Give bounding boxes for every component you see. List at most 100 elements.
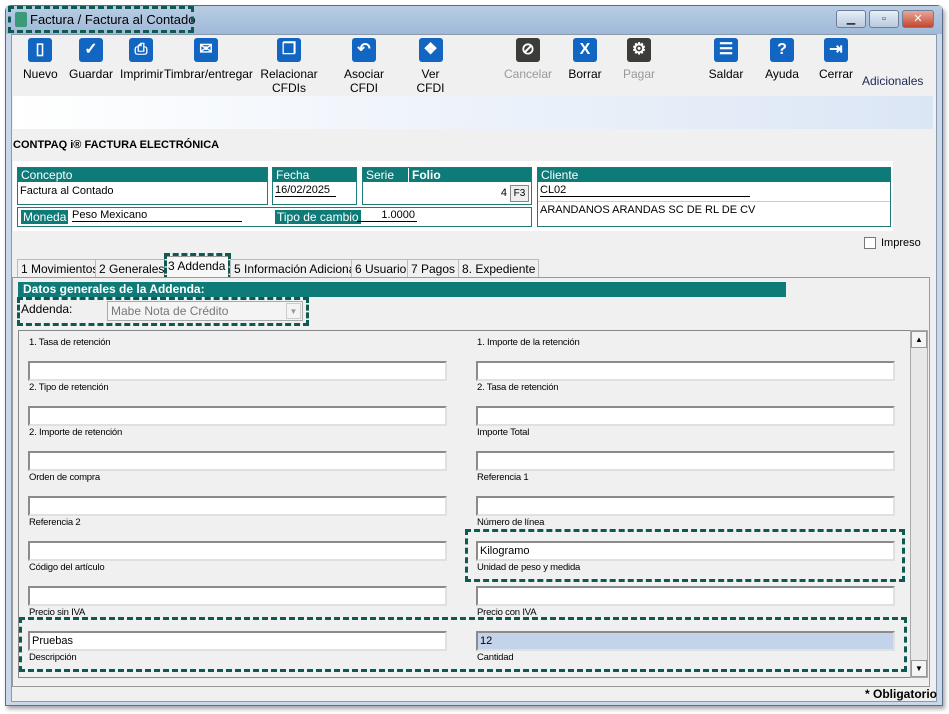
new-document-icon: ▯ [28, 38, 52, 62]
addenda-section-title: Datos generales de la Addenda: [18, 282, 786, 297]
toolbar-button-cerrar[interactable]: ⇥ Cerrar [818, 38, 854, 81]
toolbar-label: Cerrar [818, 67, 853, 81]
field-label: Precio con IVA [477, 607, 537, 618]
tab-8-expediente[interactable]: 8. Expediente [458, 259, 540, 278]
field-input-precio-sin-iva[interactable] [28, 586, 447, 606]
toolbar-button-cancelar[interactable]: ⊘ Cancelar [503, 38, 553, 81]
toolbar-button-ayuda[interactable]: ? Ayuda [763, 38, 801, 81]
impreso-label: Impreso [881, 237, 921, 249]
tab-2-generales[interactable]: 2 Generales [95, 259, 169, 278]
toolbar-button-timbrar-entregar[interactable]: ✉ Timbrar/entregar [164, 38, 253, 81]
toolbar-button-borrar[interactable]: X Borrar [566, 38, 604, 81]
toolbar-label: Ver CFDI [416, 67, 445, 95]
toolbar-label: Cancelar [503, 67, 553, 81]
title-bar [6, 6, 942, 34]
field-label: Precio sin IVA [29, 607, 86, 618]
maximize-button[interactable]: ▫ [869, 10, 899, 28]
field-label: 1. Importe de la retención [477, 337, 580, 348]
field-input-orden-de-compra[interactable] [28, 451, 447, 471]
field-label: Descripción [29, 652, 77, 663]
chevron-down-icon[interactable]: ▼ [286, 303, 301, 319]
stamp-mail-icon: ✉ [194, 38, 218, 62]
tab-1-movimientos[interactable]: 1 Movimientos [17, 259, 103, 278]
addenda-label: Addenda: [21, 302, 73, 316]
tab-3-addenda[interactable]: 3 Addenda [164, 256, 230, 278]
highlight-addenda [17, 297, 309, 326]
field-input-referencia-1[interactable] [476, 451, 895, 471]
field-input-precio-con-iva[interactable] [476, 586, 895, 606]
addenda-form-scroll [18, 330, 910, 678]
field-input-2-tasa-de-retenci-n[interactable] [476, 361, 895, 381]
toolbar-label: Timbrar/entregar [164, 67, 253, 81]
field-label: 2. Tipo de retención [29, 382, 109, 393]
folio-label: Folio [412, 168, 441, 182]
adicionales-menu[interactable]: Adicionales [862, 74, 924, 88]
field-input-importe-total[interactable] [476, 406, 895, 426]
toolbar-button-saldar[interactable]: ☰ Saldar [707, 38, 745, 81]
banner-band [13, 96, 933, 129]
highlight-descripcion-cantidad [19, 617, 907, 672]
field-input-cantidad[interactable]: 12 [476, 631, 895, 651]
concepto-value[interactable]: Factura al Contado [20, 185, 114, 197]
brand-title: CONTPAQ i® FACTURA ELECTRÓNICA [13, 139, 220, 151]
toolbar-button-nuevo[interactable]: ▯ Nuevo [23, 38, 58, 81]
serie-folio-box: Serie Folio 4 F3 [362, 167, 532, 205]
toolbar-label: Borrar [568, 67, 602, 81]
toolbar-label: Ayuda [765, 67, 799, 81]
field-input-unidad-de-peso-y-medida[interactable]: Kilogramo [476, 541, 895, 561]
copy-documents-icon: ❐ [277, 38, 301, 62]
scroll-up-button[interactable]: ▲ [911, 331, 927, 348]
field-label: Referencia 1 [477, 472, 529, 483]
highlight-title [8, 6, 194, 33]
concepto-box: Concepto Factura al Contado [17, 167, 268, 205]
cliente-box: Cliente CL02 ARANDANOS ARANDAS SC DE RL … [537, 167, 891, 227]
cliente-label: Cliente [538, 168, 890, 182]
field-label: 1. Tasa de retención [29, 337, 111, 348]
concepto-label: Concepto [18, 168, 267, 182]
serie-label: Serie [363, 168, 409, 182]
minimize-button[interactable]: ▁ [836, 10, 866, 28]
field-input-referencia-2[interactable] [28, 496, 447, 516]
fecha-input[interactable]: 16/02/2025 [275, 184, 336, 197]
field-input-c-digo-del-art-culo[interactable] [28, 541, 447, 561]
toolbar-label: Imprimir [120, 67, 164, 81]
field-label: Cantidad [477, 652, 514, 663]
tab-5-informaci-n-adicional[interactable]: 5 Información Adicional [230, 259, 363, 278]
field-input-descripci-n[interactable]: Pruebas [28, 631, 447, 651]
printer-icon: ⎙ [129, 38, 153, 62]
cliente-code-input[interactable]: CL02 [540, 184, 750, 197]
field-label: 2. Importe de retención [29, 427, 123, 438]
toolbar-button-pagar[interactable]: ⚙ Pagar [622, 38, 656, 81]
scroll-down-button[interactable]: ▼ [911, 660, 927, 677]
cliente-name: ARANDANOS ARANDAS SC DE RL DE CV [538, 201, 890, 218]
toolbar-label: Pagar [622, 67, 656, 81]
addenda-select[interactable]: Mabe Nota de Crédito ▼ [107, 301, 303, 321]
toolbar-button-guardar[interactable]: ✓ Guardar [69, 38, 113, 81]
delete-x-icon: X [573, 38, 597, 62]
tipo-cambio-input[interactable]: 1.0000 [357, 209, 417, 222]
app-icon [15, 12, 27, 27]
tab-6-usuario[interactable]: 6 Usuario [351, 259, 411, 278]
f3-button[interactable]: F3 [510, 185, 529, 202]
tipo-cambio-label: Tipo de cambio [275, 210, 361, 224]
toolbar-button-imprimir[interactable]: ⎙ Imprimir [120, 38, 164, 81]
view-cfdi-icon: ❖ [418, 38, 443, 62]
impreso-checkbox[interactable] [864, 237, 876, 249]
field-label: Importe Total [477, 427, 530, 438]
exit-door-icon: ⇥ [824, 38, 848, 62]
field-input-n-mero-de-l-nea[interactable] [476, 496, 895, 516]
tab-7-pagos[interactable]: 7 Pagos [407, 259, 460, 278]
close-button[interactable]: ✕ [902, 10, 934, 28]
required-note: * Obligatorio [865, 687, 937, 701]
moneda-input[interactable]: Peso Mexicano [72, 209, 242, 222]
folio-value[interactable]: 4 [500, 187, 507, 199]
toolbar-button-asociar-cfdi[interactable]: ↶ Asociar CFDI [329, 38, 399, 95]
fecha-label: Fecha [273, 168, 356, 182]
toolbar-button-relacionar-cfdis[interactable]: ❐ Relacionar CFDIs [244, 38, 334, 95]
toolbar-label: Relacionar CFDIs [260, 67, 318, 95]
toolbar-label: Saldar [708, 67, 744, 81]
vertical-scrollbar[interactable]: ▲ ▼ [910, 330, 928, 678]
field-input-2-tipo-de-retenci-n[interactable] [28, 361, 447, 381]
field-input-2-importe-de-retenci-n[interactable] [28, 406, 447, 426]
toolbar-button-ver-cfdi[interactable]: ❖ Ver CFDI [406, 38, 455, 95]
